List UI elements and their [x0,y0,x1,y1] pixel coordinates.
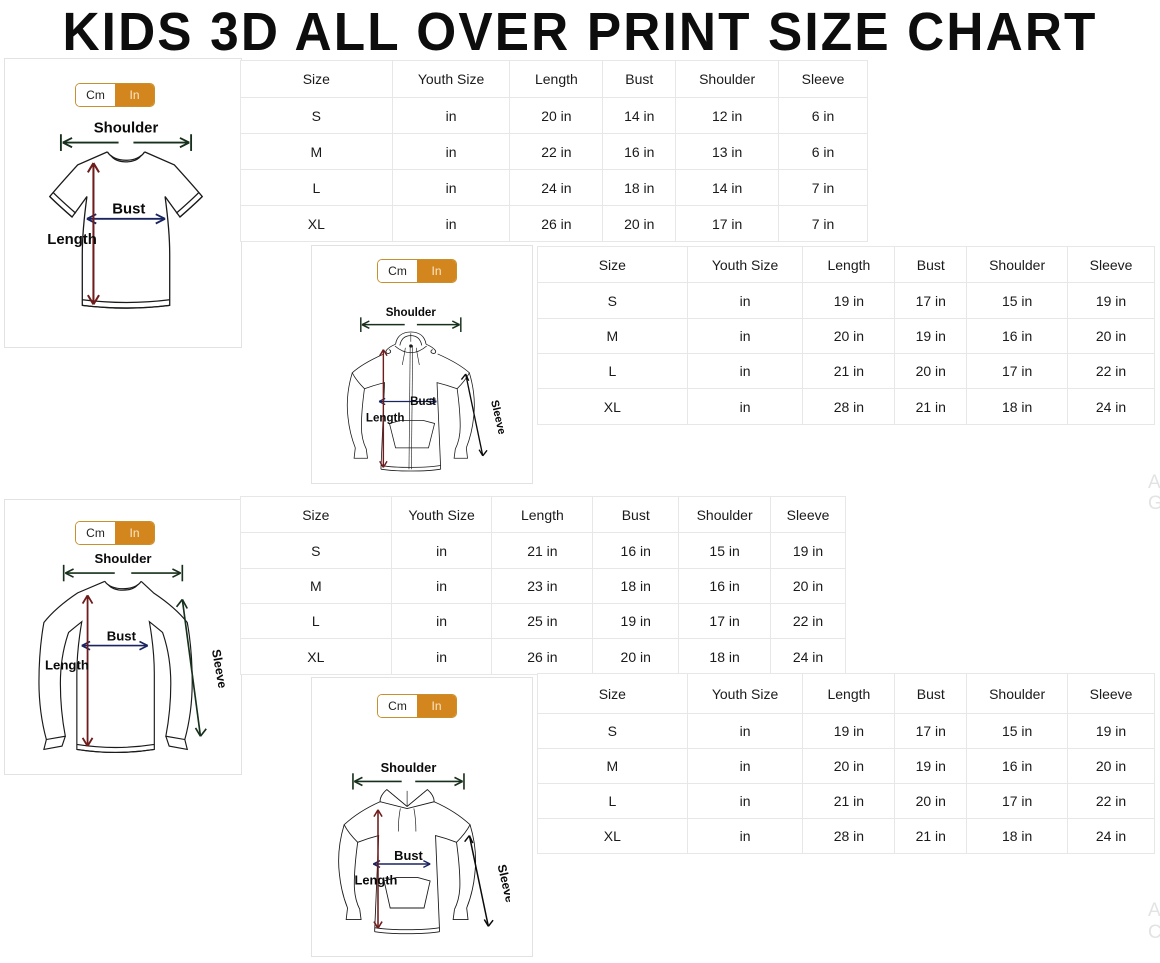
svg-text:Shoulder: Shoulder [94,551,151,566]
svg-text:Bust: Bust [394,848,423,863]
svg-text:Length: Length [45,657,89,672]
svg-text:Bust: Bust [410,396,436,408]
svg-text:Shoulder: Shoulder [381,760,437,775]
svg-text:Length: Length [47,232,97,248]
svg-text:Length: Length [355,872,398,887]
svg-text:Bust: Bust [107,629,137,644]
svg-text:Sleeve: Sleeve [488,399,504,436]
svg-text:Sleeve: Sleeve [209,648,225,689]
svg-text:Shoulder: Shoulder [94,121,159,136]
svg-text:Length: Length [366,413,405,425]
svg-text:Sleeve: Sleeve [495,863,510,904]
svg-text:Shoulder: Shoulder [386,307,437,319]
svg-text:Bust: Bust [112,201,145,217]
